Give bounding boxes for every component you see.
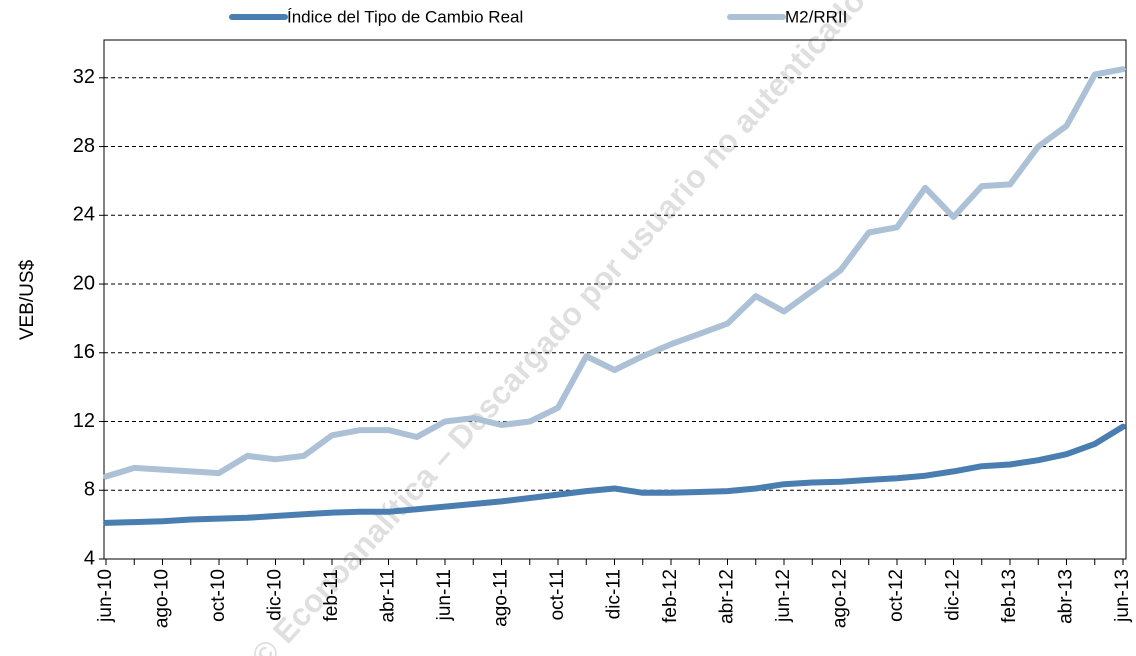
x-tick-label: oct-11 <box>547 569 568 620</box>
x-tick-label: dic-12 <box>943 569 964 621</box>
y-axis-label: VEB/US$ <box>17 259 38 340</box>
x-tick-label: abr-11 <box>378 569 399 623</box>
x-tick-label: ago-11 <box>491 569 512 627</box>
series-line <box>103 66 1126 480</box>
legend-label: M2/RRII <box>785 7 847 26</box>
watermark: © Econoanalítica – Descargado por usuari… <box>244 0 872 656</box>
x-tick-label: ago-12 <box>830 569 851 628</box>
x-tick-label: oct-10 <box>208 569 229 622</box>
x-tick-label: abr-12 <box>717 569 738 624</box>
x-tick-label: jun-12 <box>773 569 794 623</box>
x-tick-label: jun-10 <box>95 569 116 623</box>
y-tick-label: 16 <box>73 341 95 363</box>
y-tick-label: 28 <box>73 135 95 157</box>
y-tick-label: 24 <box>73 204 95 226</box>
x-tick-label: oct-12 <box>886 569 907 622</box>
x-tick-label: feb-11 <box>321 569 342 621</box>
x-tick-label: dic-11 <box>604 569 625 619</box>
x-tick-label: feb-13 <box>999 569 1020 623</box>
series-line <box>103 423 1126 526</box>
x-tick-label: jun-13 <box>1112 569 1133 623</box>
y-tick-label: 4 <box>84 547 95 569</box>
x-tick-label: jun-11 <box>434 569 455 621</box>
y-tick-label: 8 <box>84 479 95 501</box>
y-tick-label: 20 <box>73 272 95 294</box>
x-tick-label: ago-10 <box>152 569 173 628</box>
x-tick-label: abr-13 <box>1056 569 1077 624</box>
y-tick-label: 12 <box>73 410 95 432</box>
plot-frame <box>103 39 1127 560</box>
legend-label: Índice del Tipo de Cambio Real <box>287 7 523 26</box>
y-tick-label: 32 <box>73 66 95 88</box>
x-tick-label: feb-12 <box>660 569 681 623</box>
x-tick-label: dic-10 <box>265 569 286 621</box>
